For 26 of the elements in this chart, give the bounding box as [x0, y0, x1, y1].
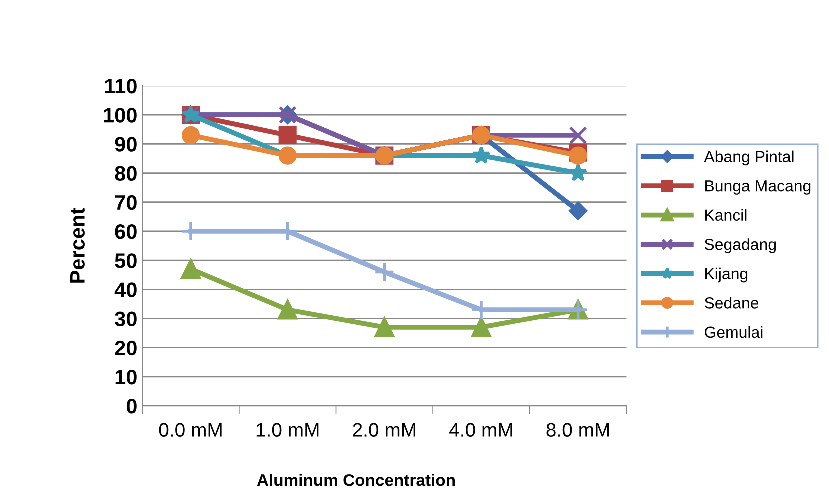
y-tick-label: 100: [104, 108, 137, 123]
x-tick-label: 4.0 mM: [450, 423, 512, 437]
x-tick-label: 1.0 mM: [256, 423, 319, 437]
x-tick-label: 2.0 mM: [353, 423, 416, 437]
y-tick-label: 90: [115, 137, 137, 152]
y-tick-label: 40: [114, 282, 137, 298]
y-tick-label: 50: [115, 254, 137, 268]
legend-label: Segadang: [704, 238, 776, 254]
legend-label: Bunga Macang: [706, 180, 811, 195]
legend-label: Abang Pintal: [704, 150, 794, 166]
legend-label: Gemulai: [705, 326, 763, 338]
x-axis-title: Aluminum Concentration: [257, 474, 455, 486]
legend-label: Kijang: [706, 268, 748, 283]
legend-label: Kancil: [706, 209, 747, 222]
y-tick-label: 60: [115, 224, 137, 240]
y-tick-label: 0: [126, 399, 137, 414]
legend-label: Sedane: [704, 297, 759, 309]
y-tick-label: 10: [116, 370, 137, 385]
y-tick-label: 20: [115, 340, 137, 356]
y-tick-label: 30: [115, 312, 137, 327]
x-tick-label: 0.0 mM: [159, 423, 222, 437]
y-tick-label: 110: [105, 78, 137, 94]
y-tick-label: 80: [115, 166, 137, 182]
y-axis-title: Percent: [70, 208, 85, 283]
y-tick-label: 70: [115, 195, 137, 210]
x-tick-label: 8.0 mM: [546, 423, 610, 437]
